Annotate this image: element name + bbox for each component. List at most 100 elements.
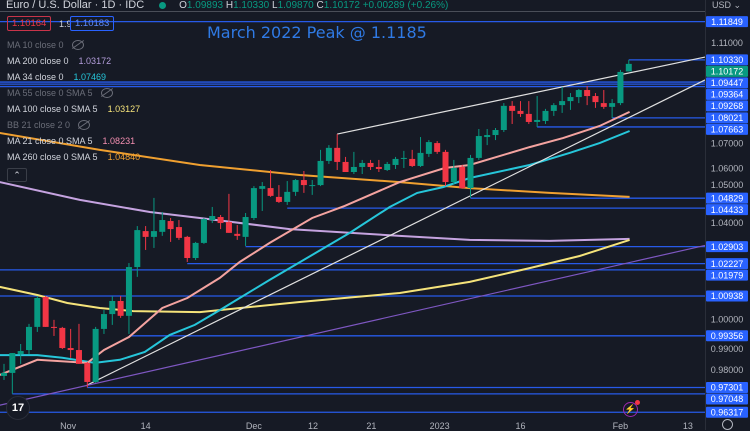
legend-item-name: BB 21 close 2 0 (7, 120, 71, 130)
legend-item-name: MA 55 close 0 SMA 5 (7, 88, 93, 98)
candle-body (0, 372, 7, 376)
candle-body (50, 326, 57, 328)
x-tick-label: Dec (245, 421, 262, 431)
candle-body (92, 328, 99, 382)
x-tick-label: 13 (682, 421, 693, 431)
candle (517, 101, 524, 117)
candle (242, 212, 249, 246)
candle (475, 129, 482, 160)
level-price-label-box (706, 54, 748, 66)
legend-item[interactable]: MA 200 close 0 1.03172 (7, 53, 140, 69)
candle-body (150, 231, 157, 237)
x-tick-label: Nov (60, 421, 77, 431)
candle-body (525, 113, 532, 122)
x-tick-label: 21 (366, 421, 377, 431)
candle (100, 310, 107, 334)
level-price-label: 0.96317 (711, 407, 744, 417)
candle-body (459, 166, 466, 189)
candle-body (9, 353, 16, 373)
currency-dropdown[interactable]: USD ⌄ (712, 0, 742, 10)
candle-body (84, 362, 91, 382)
level-price-label-box (706, 258, 748, 270)
settings-gear-icon[interactable] (722, 419, 733, 430)
trendline-long-support (0, 244, 706, 406)
lightning-event-icon[interactable]: ⚡ (623, 400, 640, 417)
candle (217, 215, 224, 230)
candle-body (250, 188, 257, 219)
candles (0, 59, 632, 394)
candle-body (509, 105, 516, 111)
candle (459, 164, 466, 189)
candle-body (609, 103, 616, 107)
candle-body (484, 135, 491, 138)
candle-body (600, 103, 607, 107)
level-price-label: 1.07663 (711, 125, 744, 135)
eye-off-icon[interactable] (100, 88, 113, 98)
symbol-title[interactable]: Euro / U.S. Dollar · 1D · IDC (6, 0, 145, 11)
candle (200, 218, 207, 244)
indicator-legend: MA 10 close 0 MA 200 close 0 1.03172 MA 34 … (7, 37, 140, 182)
candle-body (400, 157, 407, 159)
y-tick-label: 1.04000 (711, 218, 744, 228)
candle-body (134, 230, 141, 268)
candle-body (550, 105, 557, 111)
candle-body (125, 267, 132, 316)
candle-body (417, 152, 424, 166)
legend-item-value: 1.07469 (73, 72, 107, 82)
candle-body (334, 147, 341, 162)
candle-body (242, 217, 249, 237)
candle-body (300, 180, 307, 186)
price-axis[interactable]: 1.11000 1.07000 1.06000 1.05000 1.04000 1.000… (711, 38, 744, 375)
candle (67, 328, 74, 358)
level-price-label-box (706, 112, 748, 124)
candle-body (142, 231, 149, 237)
legend-item-value: 1.03172 (78, 56, 112, 66)
eye-off-icon[interactable] (78, 120, 91, 130)
candle (325, 145, 332, 164)
candle (575, 89, 582, 104)
level-price-label-box (706, 290, 748, 302)
level-price-label-box (706, 406, 748, 418)
legend-item[interactable]: MA 10 close 0 (7, 37, 140, 53)
legend-item[interactable]: MA 34 close 0 1.07469 (7, 69, 140, 85)
trendline-upper-channel (337, 56, 706, 135)
candle-body (175, 227, 182, 238)
open-label: O (179, 0, 187, 11)
level-price-label: 0.97301 (711, 383, 744, 393)
legend-item-name: MA 200 close 0 (7, 56, 69, 66)
candle (317, 149, 324, 187)
legend-item[interactable]: BB 21 close 2 0 (7, 117, 140, 133)
y-tick-label: 1.05000 (711, 180, 744, 190)
candle (0, 363, 7, 380)
legend-item-value: 1.03127 (107, 104, 141, 114)
buy-button[interactable]: 1.10183 (70, 16, 115, 31)
tradingview-logo[interactable]: 17 (6, 396, 30, 420)
y-tick-label: 1.06000 (711, 164, 744, 174)
candle-body (192, 242, 199, 258)
collapse-legend-button[interactable]: ⌃ (7, 168, 27, 182)
header-divider (0, 11, 705, 12)
candle-body (34, 297, 41, 327)
legend-item-value: 1.08231 (102, 136, 136, 146)
candle (92, 326, 99, 383)
level-price-label-box (706, 330, 748, 342)
candle (492, 127, 499, 141)
y-tick-label: 0.98000 (711, 365, 744, 375)
candle (159, 211, 166, 236)
last-price-label-box (706, 65, 748, 77)
candle (134, 226, 141, 277)
candle-body (350, 166, 357, 172)
legend-item[interactable]: MA 21 close 0 SMA 5 1.08231 (7, 133, 140, 149)
legend-item[interactable]: MA 100 close 0 SMA 5 1.03127 (7, 101, 140, 117)
low-value: 1.09870 (277, 0, 314, 11)
legend-item[interactable]: MA 55 close 0 SMA 5 (7, 85, 140, 101)
candle (617, 69, 624, 106)
legend-item[interactable]: MA 260 close 0 SMA 5 1.04840 (7, 149, 140, 165)
sell-button[interactable]: 1.10164 (7, 16, 52, 31)
eye-off-icon[interactable] (71, 40, 84, 50)
candle (525, 101, 532, 124)
level-price-label-box (706, 192, 748, 204)
ohlc-values: O1.09893 H1.10330 L1.09870 C1.10172 +0.0… (179, 0, 448, 11)
